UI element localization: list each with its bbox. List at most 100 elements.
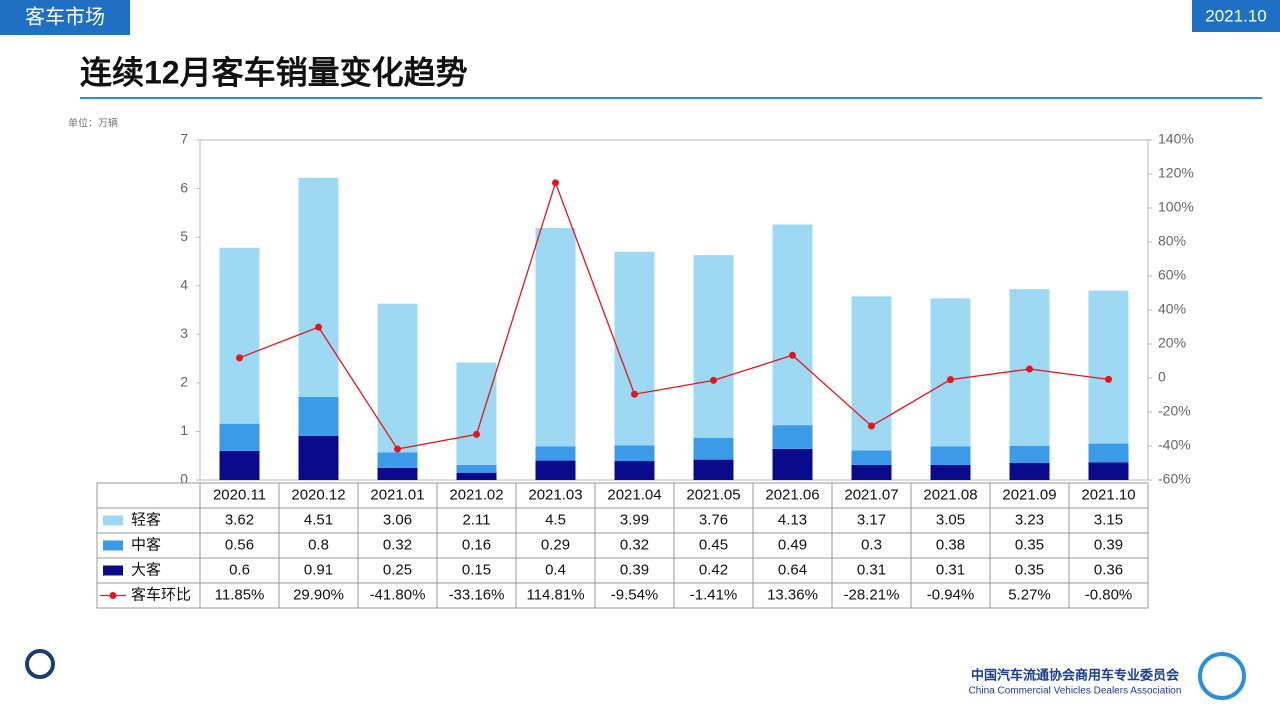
y2-tick-label: 40% — [1158, 301, 1186, 317]
y-tick-label: 1 — [180, 422, 188, 438]
table-value: 0.64 — [778, 561, 807, 578]
bar — [930, 464, 971, 480]
legend-swatch — [103, 540, 123, 551]
x-tick-label: 2021.08 — [923, 486, 977, 503]
table-value: 0.91 — [304, 561, 333, 578]
bar — [1088, 462, 1129, 480]
bar — [614, 461, 655, 480]
unit-label: 单位：万辆 — [68, 117, 118, 130]
legend-swatch — [103, 565, 123, 576]
table-value: 114.81% — [526, 586, 584, 603]
bar — [693, 459, 734, 480]
table-value: 0.4 — [545, 561, 566, 578]
table-value: 0.29 — [541, 536, 570, 553]
table-value: -0.94% — [927, 586, 975, 603]
x-tick-label: 2021.05 — [686, 486, 740, 503]
bar — [219, 247, 260, 424]
y2-tick-label: 20% — [1158, 335, 1186, 351]
x-tick-label: 2021.03 — [528, 486, 582, 503]
x-tick-label: 2021.09 — [1002, 486, 1056, 503]
table-value: 4.51 — [304, 511, 333, 528]
line-point — [315, 323, 322, 331]
bar — [219, 423, 260, 451]
table-value: -33.16% — [449, 586, 505, 603]
date-box — [1192, 0, 1280, 32]
line-point — [473, 430, 480, 438]
table-value: 0.8 — [308, 536, 329, 553]
bar — [693, 255, 734, 438]
y2-tick-label: -40% — [1158, 437, 1191, 453]
y2-tick-label: 120% — [1158, 165, 1194, 181]
table-value: 0.35 — [1015, 536, 1044, 553]
bar — [298, 396, 339, 436]
section-box — [0, 0, 130, 35]
y2-tick-label: -60% — [1158, 471, 1191, 487]
y-tick-label: 5 — [180, 228, 188, 244]
table-value: 3.05 — [936, 511, 965, 528]
bar — [930, 298, 971, 447]
line-point — [710, 376, 717, 384]
bar — [298, 177, 339, 397]
table-value: 0.39 — [620, 561, 649, 578]
y2-tick-label: -20% — [1158, 403, 1191, 419]
line-point — [394, 445, 401, 453]
search-icon — [25, 649, 55, 679]
table-value: 0.3 — [861, 536, 882, 553]
table-value: 3.17 — [857, 511, 886, 528]
page-title: 连续12月客车销量变化趋势 — [80, 54, 468, 90]
y2-tick-label: 60% — [1158, 267, 1186, 283]
line-point — [868, 422, 875, 430]
table-value: 0.42 — [699, 561, 728, 578]
table-value: 3.06 — [383, 511, 412, 528]
table-value: 0.16 — [462, 536, 491, 553]
table-value: 3.23 — [1015, 511, 1044, 528]
x-tick-label: 2020.12 — [291, 486, 345, 503]
table-value: -41.80% — [370, 586, 426, 603]
table-value: 4.5 — [545, 511, 566, 528]
bar — [535, 227, 576, 447]
footer-org-en: China Commercial Vehicles Dealers Associ… — [969, 686, 1182, 697]
x-tick-label: 2020.11 — [213, 486, 266, 503]
table-value: 13.36% — [767, 586, 818, 603]
table-value: 3.76 — [699, 511, 728, 528]
table-value: 0.31 — [857, 561, 886, 578]
line-point — [236, 354, 243, 362]
line — [239, 180, 1109, 450]
y2-tick-label: 100% — [1158, 199, 1194, 215]
y-tick-label: 0 — [180, 471, 188, 487]
table-value: 0.49 — [778, 536, 807, 553]
bar — [772, 425, 813, 449]
bar — [456, 472, 497, 480]
table-value: -1.41% — [690, 586, 738, 603]
table-value: 29.90% — [293, 586, 344, 603]
bar — [772, 448, 813, 480]
bar — [851, 464, 892, 480]
bar — [377, 452, 418, 468]
bar — [535, 460, 576, 480]
table-value: 0.25 — [383, 561, 412, 578]
table-value: 0.35 — [1015, 561, 1044, 578]
bar — [535, 446, 576, 461]
bar — [1088, 290, 1129, 444]
bar — [1009, 446, 1050, 463]
line-point — [552, 179, 559, 187]
table-value: 0.39 — [1094, 536, 1123, 553]
table-value: 0.15 — [462, 561, 491, 578]
table-value: 0.38 — [936, 536, 965, 553]
table-value: 0.31 — [936, 561, 965, 578]
legend-label: 轻客 — [131, 511, 161, 528]
table-value: 0.45 — [699, 536, 728, 553]
legend-swatch — [103, 515, 123, 526]
legend-label: 中客 — [131, 536, 161, 553]
table-value: 0.32 — [620, 536, 649, 553]
y-tick-label: 4 — [180, 276, 188, 292]
line-point — [631, 390, 638, 398]
bar — [456, 464, 497, 473]
chart: 0 1 2 3 4 5 6 7 -60% -40% -20% 0 20% 40% 60% 80% 100% 120… — [96, 131, 1194, 609]
plot-frame — [199, 139, 1149, 481]
y-tick-label: 6 — [180, 179, 188, 195]
line-point — [1026, 365, 1033, 373]
footer-org: 中国汽车流通协会商用车专业委员会 — [971, 667, 1180, 682]
line-point — [1105, 375, 1112, 383]
